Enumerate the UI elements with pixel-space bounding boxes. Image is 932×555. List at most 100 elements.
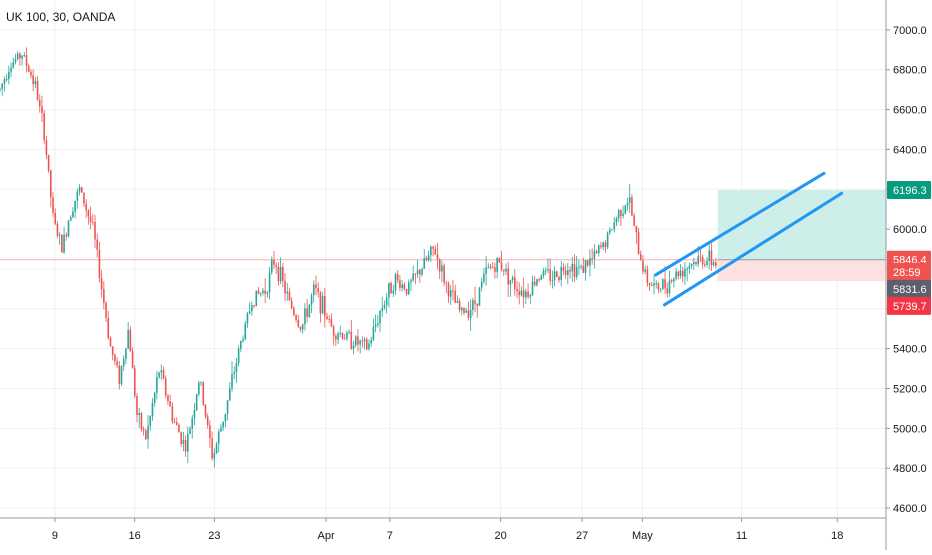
candle-body — [586, 260, 589, 266]
candle-body — [321, 295, 324, 314]
candle-body — [582, 266, 585, 273]
candle-body — [319, 292, 322, 314]
candle-body — [118, 365, 121, 385]
candle-body — [606, 232, 609, 248]
candle-body — [109, 337, 112, 347]
candle-body — [5, 79, 8, 81]
candle-body — [631, 197, 633, 216]
candle-body — [343, 338, 346, 340]
candle-body — [279, 267, 282, 282]
candle-body — [549, 269, 551, 281]
candle-body — [341, 332, 344, 339]
candle-body — [96, 239, 99, 250]
candle-body — [591, 258, 593, 260]
candle-body — [589, 258, 591, 266]
candle-body — [518, 291, 521, 296]
candle-body — [383, 305, 386, 309]
candle-body — [472, 300, 474, 310]
candle-body — [597, 245, 600, 254]
candle-body — [489, 266, 492, 268]
candle-body — [3, 79, 6, 84]
candle-body — [637, 232, 640, 255]
candle-body — [536, 279, 538, 285]
candle-body — [195, 394, 198, 411]
y-tick-label: 4800.0 — [893, 463, 927, 475]
candle-body — [502, 269, 505, 272]
candle-body — [255, 290, 258, 307]
candle-body — [275, 264, 277, 267]
candle-body — [593, 251, 596, 259]
candle-body — [277, 266, 280, 282]
candle-body — [213, 453, 216, 459]
candle-body — [478, 287, 481, 306]
x-tick-label: Apr — [317, 530, 334, 542]
candle-body — [494, 267, 496, 272]
candle-body — [377, 323, 379, 325]
candle-body — [326, 316, 328, 320]
candle-body — [401, 284, 403, 288]
candle-body — [231, 374, 233, 389]
candle-body — [695, 261, 697, 265]
candle-body — [706, 261, 708, 266]
candle-body — [23, 55, 26, 57]
candle-body — [83, 192, 85, 204]
candle-body — [423, 257, 426, 269]
channel-line-lower[interactable] — [663, 191, 844, 307]
candle-body — [438, 259, 441, 272]
candle-body — [677, 271, 680, 277]
candle-body — [45, 140, 48, 155]
candle-body — [642, 260, 644, 272]
candle-body — [496, 258, 498, 272]
price-label-countdown: 28:59 — [893, 267, 921, 279]
y-tick-label: 6000.0 — [893, 224, 927, 236]
candle-body — [299, 326, 302, 330]
candle-body — [361, 340, 364, 342]
candles — [0, 47, 717, 468]
channel-line-upper[interactable] — [654, 171, 826, 277]
price-label-bg-stop — [887, 296, 931, 315]
candle-body — [233, 372, 236, 375]
candle-body — [43, 113, 45, 141]
candle-body — [651, 285, 653, 287]
candle-body — [193, 410, 196, 419]
candle-body — [175, 422, 178, 425]
candle-body — [169, 401, 171, 407]
candle-body — [553, 271, 556, 281]
candle-body — [584, 260, 587, 273]
candle-body — [374, 324, 377, 327]
candle-body — [399, 280, 401, 288]
candle-body — [483, 273, 485, 282]
candle-body — [684, 268, 686, 277]
candle-body — [105, 302, 107, 318]
candle-body — [200, 382, 202, 384]
candle-body — [628, 197, 631, 203]
candle-body — [617, 210, 620, 219]
candle-body — [396, 274, 399, 281]
candle-body — [246, 313, 249, 324]
candle-body — [273, 259, 275, 265]
candle-body — [330, 319, 333, 327]
candle-body — [21, 55, 23, 59]
candle-body — [204, 404, 207, 417]
candle-body — [120, 366, 123, 385]
candle-body — [522, 290, 525, 298]
candle-body — [140, 413, 143, 430]
candle-body — [127, 329, 129, 349]
candle-body — [61, 234, 63, 253]
candle-body — [567, 270, 569, 275]
candle-body — [620, 210, 622, 217]
candle-body — [476, 303, 479, 306]
candle-body — [306, 308, 308, 318]
candle-body — [580, 266, 582, 268]
candle-body — [365, 339, 368, 350]
candle-body — [635, 225, 638, 233]
candle-body — [673, 278, 675, 282]
drawings[interactable] — [654, 171, 844, 307]
candle-body — [12, 62, 15, 68]
candle-body — [595, 251, 598, 254]
candle-body — [92, 221, 94, 223]
candle-body — [368, 343, 370, 350]
candle-body — [78, 187, 81, 192]
